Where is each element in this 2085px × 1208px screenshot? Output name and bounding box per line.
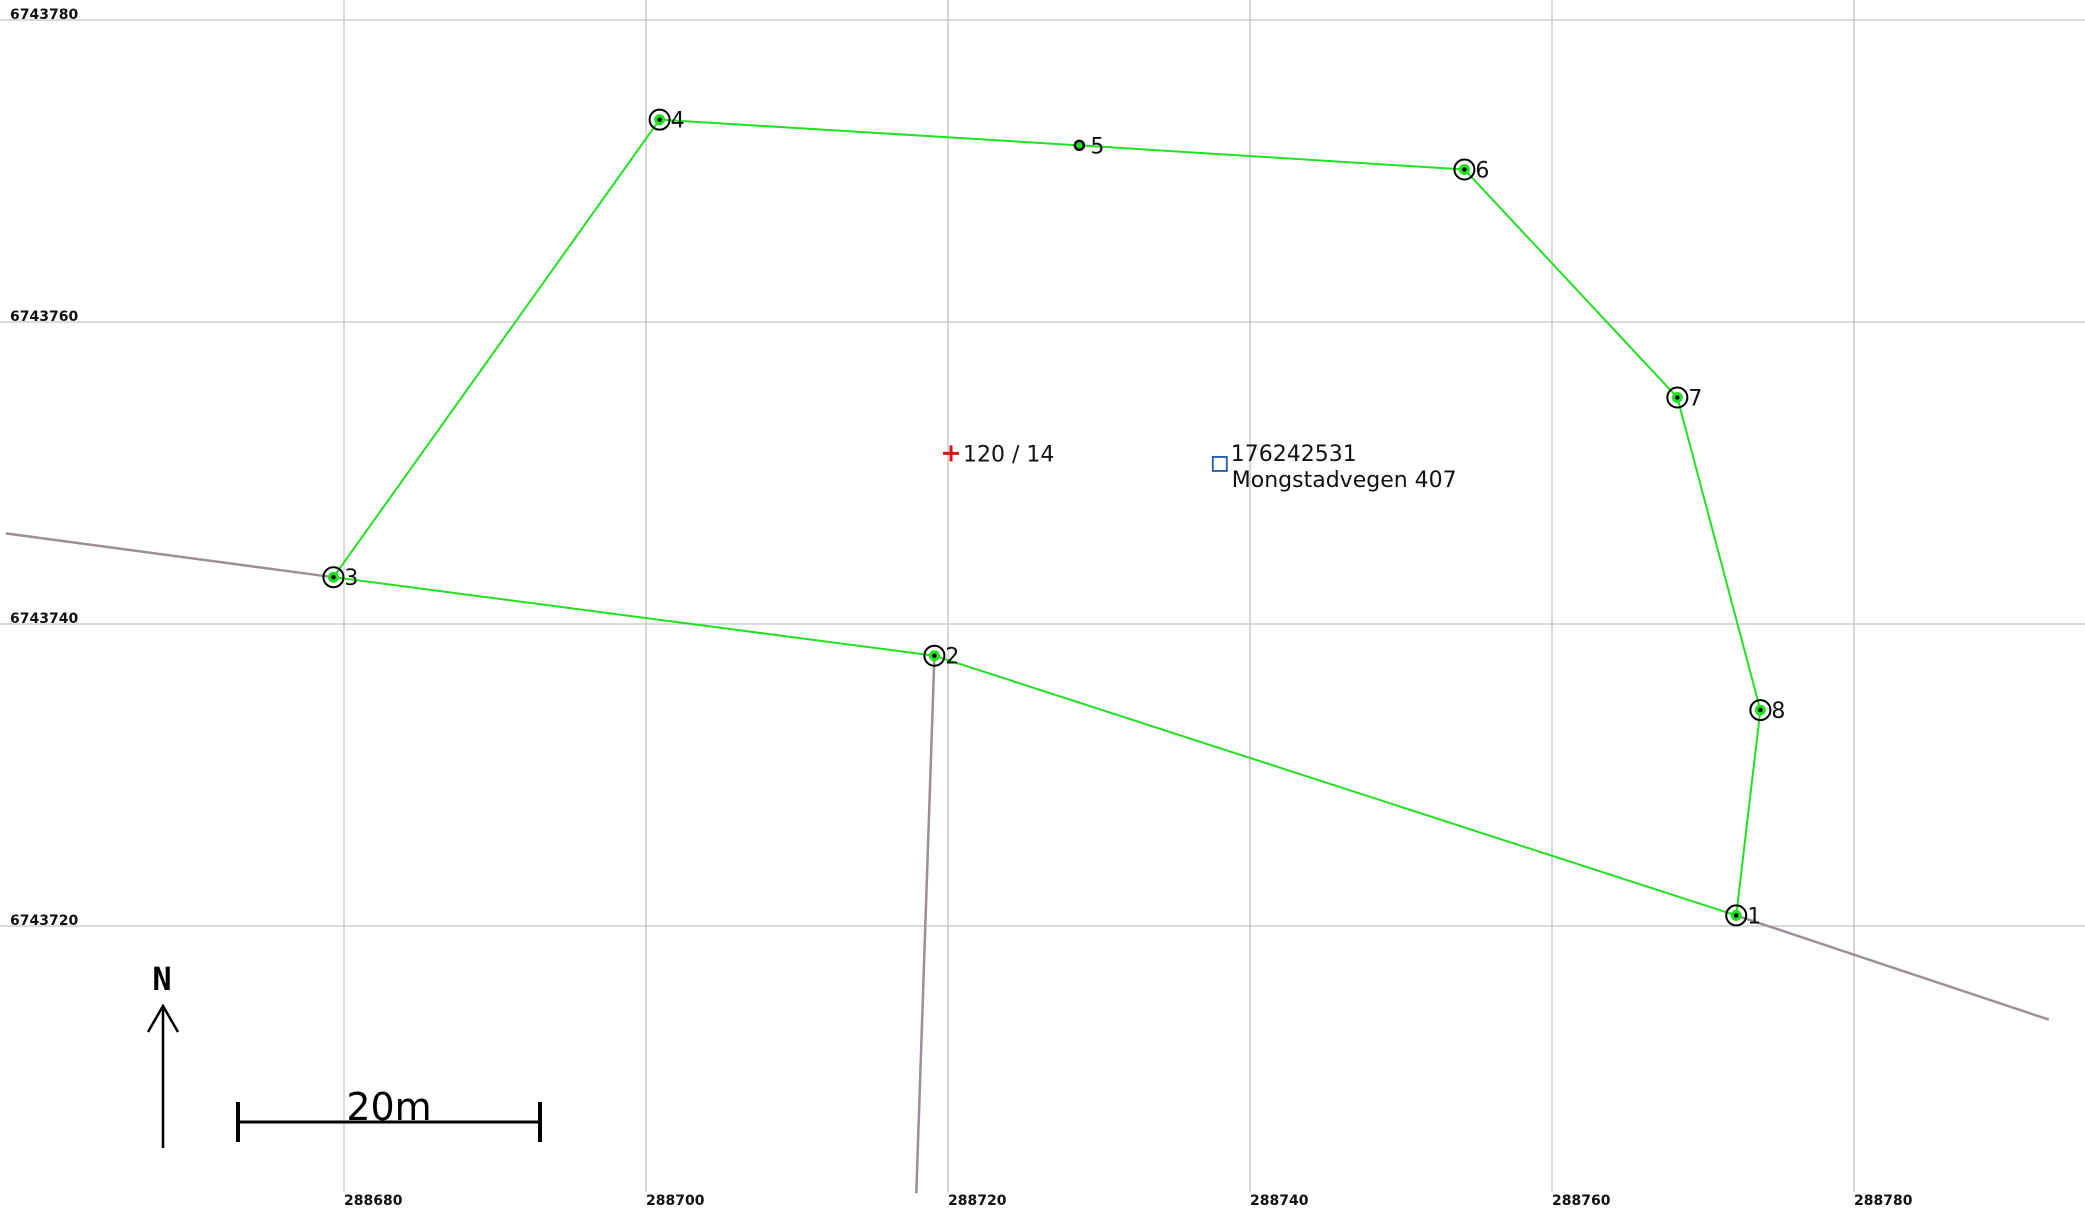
point-center: [1462, 167, 1467, 172]
y-tick-label: 6743760: [10, 309, 78, 325]
point-center: [1758, 707, 1763, 713]
ring-icon: [1749, 699, 1772, 722]
parcel-marker[interactable]: 120 / 14: [943, 442, 1054, 467]
boundary-point-label: 7: [1688, 387, 1702, 412]
boundary-point[interactable]: 5: [1073, 134, 1105, 159]
road-line: [915, 655, 936, 1194]
boundary-point[interactable]: 2: [923, 644, 959, 670]
boundary-point[interactable]: 3: [322, 566, 358, 591]
road-line: [5, 532, 334, 579]
parcel-label: 120 / 14: [963, 442, 1054, 467]
point-center: [1734, 913, 1739, 918]
x-tick-label: 288780: [1854, 1193, 1913, 1208]
boundary-point-label: 5: [1090, 134, 1104, 159]
y-tick-label: 6743780: [10, 7, 78, 23]
boundary-point-label: 8: [1771, 699, 1785, 724]
north-arrow-icon: [146, 1003, 180, 1033]
plus-icon: [943, 445, 960, 462]
ring-icon: [1725, 904, 1748, 927]
boundary-point[interactable]: 7: [1666, 386, 1702, 412]
point-center: [657, 117, 662, 122]
ring-icon: [923, 644, 946, 667]
ring-icon: [1453, 158, 1476, 181]
boundary-point-label: 1: [1747, 904, 1761, 929]
boundary-point[interactable]: 4: [648, 108, 685, 134]
boundary-point-label: 3: [344, 566, 358, 591]
point-center: [331, 574, 336, 580]
scale-bar: 20m: [236, 1085, 542, 1142]
x-tick-label: 288680: [344, 1193, 403, 1208]
building-address-label: Mongstadvegen 407: [1232, 468, 1457, 493]
ring-icon: [648, 108, 671, 131]
ring-icon: [1666, 386, 1689, 409]
boundary-point-label: 2: [945, 645, 959, 670]
dot-icon: [1073, 139, 1086, 152]
boundary-point[interactable]: 6: [1453, 158, 1489, 183]
boundary-point[interactable]: 8: [1749, 699, 1785, 724]
boundary-point-label: 6: [1475, 158, 1489, 183]
boundary-point[interactable]: 1: [1725, 904, 1761, 929]
road-layer: [5, 532, 2050, 1194]
x-tick-label: 288760: [1552, 1193, 1611, 1208]
parcel-boundary[interactable]: [331, 118, 1762, 917]
label-layer: 120 / 14 176242531 Mongstadvegen 407: [943, 442, 1457, 493]
north-arrow: N: [146, 960, 180, 1148]
x-tick-label: 288740: [1250, 1193, 1309, 1208]
y-tick-label: 6743720: [10, 913, 78, 929]
square-icon: [1211, 456, 1228, 472]
ring-icon: [322, 566, 345, 589]
x-tick-label: 288700: [646, 1193, 705, 1208]
boundary-point-label: 4: [671, 109, 685, 134]
road-line: [1735, 914, 2050, 1021]
boundary-points-layer: 1 2 3 4 5 6 7 8: [322, 108, 1785, 929]
scale-bar-label: 20m: [346, 1085, 431, 1129]
y-tick-label: 6743740: [10, 611, 78, 627]
building-id-label: 176242531: [1231, 442, 1357, 467]
building-marker[interactable]: 176242531 Mongstadvegen 407: [1211, 442, 1457, 493]
point-center: [1675, 395, 1680, 400]
boundary-line[interactable]: [331, 118, 1762, 917]
north-arrow-label: N: [152, 960, 171, 998]
x-tick-label: 288720: [948, 1193, 1007, 1208]
point-center: [932, 653, 937, 658]
